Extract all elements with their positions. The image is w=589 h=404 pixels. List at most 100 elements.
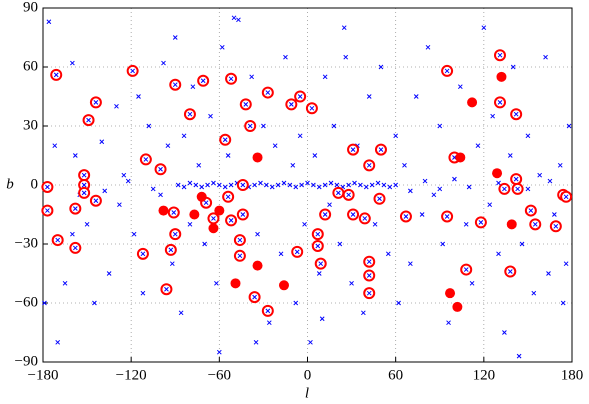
point bbox=[319, 208, 332, 221]
cross-stroke bbox=[444, 68, 450, 74]
point bbox=[498, 182, 511, 195]
point bbox=[228, 182, 234, 188]
cross-stroke bbox=[253, 339, 259, 345]
point bbox=[469, 280, 475, 286]
point bbox=[445, 288, 456, 299]
cross-stroke bbox=[360, 310, 366, 316]
cross-stroke bbox=[164, 286, 169, 292]
cross-stroke bbox=[346, 192, 351, 198]
cross-stroke bbox=[165, 143, 171, 149]
y-tick-label: −90 bbox=[15, 353, 38, 369]
cross-stroke bbox=[55, 339, 61, 345]
point bbox=[516, 353, 522, 359]
point bbox=[117, 202, 122, 208]
point bbox=[248, 291, 261, 304]
point bbox=[150, 186, 156, 192]
cross-stroke bbox=[243, 102, 249, 107]
cross-stroke bbox=[219, 44, 225, 50]
point bbox=[255, 231, 260, 237]
cross-stroke bbox=[393, 133, 399, 139]
point bbox=[363, 255, 376, 268]
cross-stroke bbox=[563, 194, 569, 200]
point bbox=[308, 339, 313, 345]
cross-stroke bbox=[236, 17, 241, 23]
cross-stroke bbox=[93, 100, 99, 105]
point bbox=[322, 182, 328, 188]
point bbox=[419, 212, 425, 217]
cross-stroke bbox=[42, 300, 47, 306]
cross-stroke bbox=[169, 261, 175, 267]
cross-stroke bbox=[136, 94, 141, 99]
point-dot bbox=[455, 152, 466, 163]
point bbox=[211, 180, 216, 186]
cross-stroke bbox=[507, 153, 513, 158]
point bbox=[50, 68, 63, 81]
point-dot bbox=[196, 191, 207, 202]
point bbox=[341, 25, 347, 31]
cross-stroke bbox=[519, 241, 525, 247]
point bbox=[385, 251, 391, 257]
point bbox=[178, 310, 184, 316]
cross-stroke bbox=[196, 162, 202, 168]
cross-stroke bbox=[222, 184, 228, 190]
x-tick-label: 180 bbox=[561, 367, 584, 383]
point bbox=[358, 182, 363, 188]
cross-stroke bbox=[143, 157, 149, 162]
cross-stroke bbox=[331, 123, 337, 129]
cross-stroke bbox=[114, 103, 119, 109]
cross-stroke bbox=[437, 123, 443, 129]
cross-stroke bbox=[322, 182, 328, 188]
point bbox=[154, 163, 167, 176]
cross-stroke bbox=[396, 300, 401, 306]
cross-stroke bbox=[469, 280, 475, 286]
point bbox=[467, 97, 478, 108]
cross-stroke bbox=[408, 188, 413, 194]
point bbox=[466, 184, 472, 190]
cross-stroke bbox=[516, 353, 522, 359]
point bbox=[363, 287, 376, 300]
cross-stroke bbox=[532, 221, 538, 227]
cross-stroke bbox=[240, 212, 246, 217]
point bbox=[352, 180, 357, 186]
point bbox=[563, 261, 569, 267]
point bbox=[437, 186, 443, 192]
point-dot bbox=[445, 288, 456, 299]
point bbox=[146, 123, 152, 129]
point bbox=[374, 143, 387, 156]
point bbox=[425, 44, 431, 50]
cross-stroke bbox=[117, 202, 122, 208]
point bbox=[502, 330, 507, 335]
point bbox=[82, 114, 95, 127]
point bbox=[493, 96, 506, 109]
cross-stroke bbox=[237, 253, 243, 259]
point bbox=[346, 182, 351, 188]
cross-stroke bbox=[72, 245, 78, 251]
point bbox=[196, 162, 202, 168]
point-dot bbox=[158, 205, 169, 216]
cross-stroke bbox=[190, 84, 196, 90]
point bbox=[529, 218, 542, 231]
cross-stroke bbox=[72, 153, 78, 158]
point bbox=[399, 210, 412, 223]
cross-stroke bbox=[334, 182, 340, 188]
cross-stroke bbox=[309, 105, 315, 111]
point bbox=[457, 84, 463, 90]
cross-stroke bbox=[278, 251, 284, 257]
cross-stroke bbox=[193, 182, 199, 188]
cross-stroke bbox=[247, 123, 253, 129]
cross-stroke bbox=[566, 123, 572, 129]
cross-stroke bbox=[252, 294, 257, 300]
cross-stroke bbox=[510, 64, 516, 70]
cross-stroke bbox=[507, 269, 513, 274]
cross-stroke bbox=[362, 216, 368, 221]
point bbox=[525, 133, 531, 139]
point bbox=[366, 94, 372, 99]
cross-stroke bbox=[288, 102, 294, 107]
point bbox=[252, 260, 263, 271]
cross-stroke bbox=[393, 182, 399, 188]
cross-stroke bbox=[312, 153, 318, 158]
point bbox=[214, 205, 225, 216]
point bbox=[372, 221, 378, 227]
point bbox=[363, 159, 376, 172]
